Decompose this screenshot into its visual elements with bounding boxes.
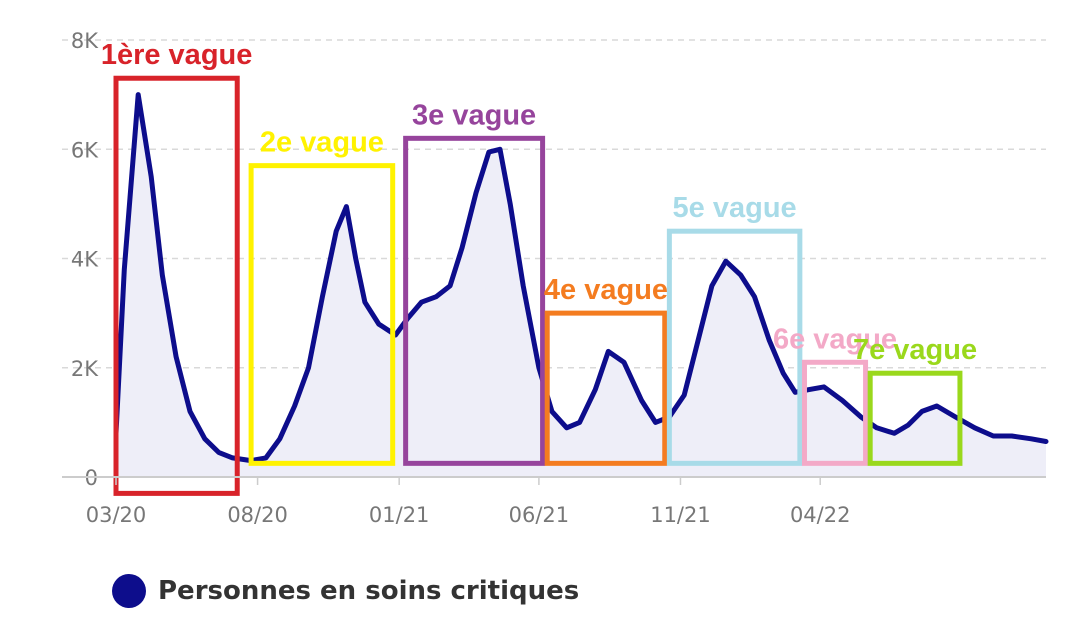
wave-label: 5e vague (673, 192, 797, 224)
wave-label: 7e vague (853, 334, 977, 366)
y-tick-label: 4K (71, 248, 99, 272)
wave-label: 1ère vague (101, 39, 253, 71)
wave-box (113, 75, 240, 496)
legend: Personnes en soins critiques (112, 574, 579, 608)
wave-label: 4e vague (544, 274, 668, 306)
wave-label: 3e vague (412, 99, 536, 131)
wave-box (403, 135, 546, 466)
x-tick-label: 01/21 (369, 503, 430, 527)
legend-marker (112, 574, 146, 608)
wave-box (801, 359, 869, 466)
wave-label: 2e vague (260, 127, 384, 159)
x-axis-ticks: 03/20 08/20 01/21 06/21 11/21 04/22 (86, 477, 851, 527)
annotation-layer: 1ère vague 2e vague 3e vague 4e vague 5e vag… (101, 39, 977, 496)
area-layer (116, 94, 1046, 477)
y-axis-ticks: 02K4K6K8K (71, 29, 99, 490)
y-tick-label: 8K (71, 29, 99, 53)
x-tick-label: 04/22 (790, 503, 851, 527)
x-tick-label: 08/20 (227, 503, 288, 527)
x-tick-label: 03/20 (86, 503, 147, 527)
legend-label: Personnes en soins critiques (158, 576, 580, 606)
x-tick-label: 11/21 (650, 503, 711, 527)
wave-box (544, 310, 668, 466)
series-area (116, 94, 1046, 477)
grid (62, 39, 1046, 369)
wave-box (867, 370, 963, 466)
wave-box (666, 228, 803, 466)
wave-label: 6e vague (773, 323, 897, 355)
wave-box (248, 163, 396, 466)
y-tick-label: 2K (71, 357, 99, 381)
x-tick-label: 06/21 (509, 503, 570, 527)
y-tick-label: 6K (71, 138, 99, 162)
